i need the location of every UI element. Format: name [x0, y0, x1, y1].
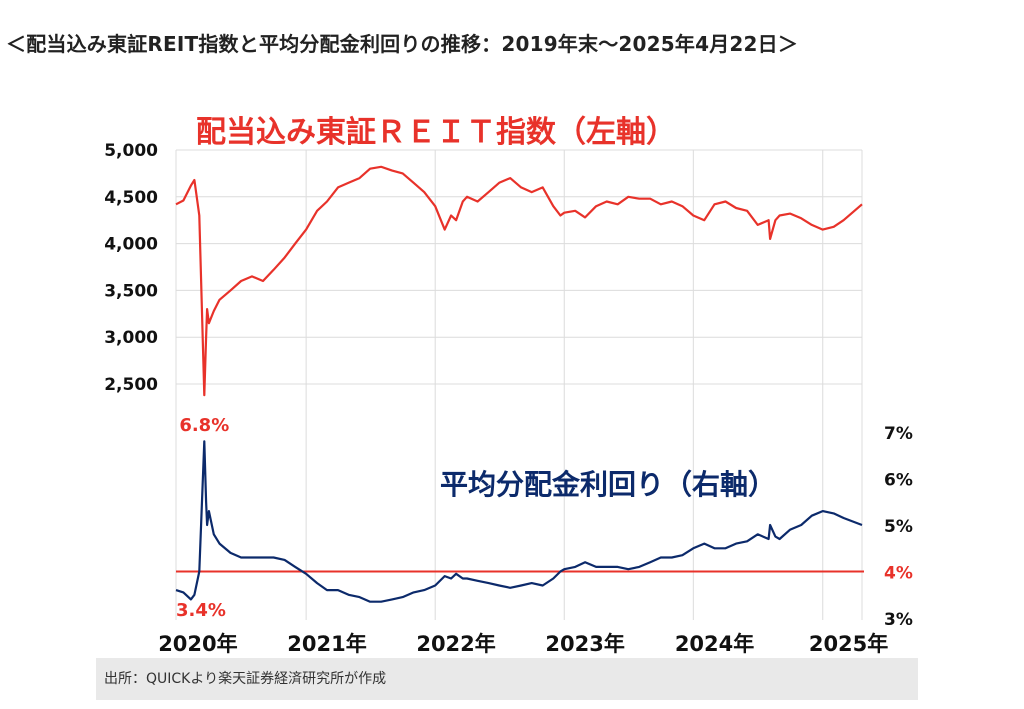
chart-grid: [175, 149, 863, 620]
source-note: 出所：QUICKより楽天証券経済研究所が作成: [96, 658, 918, 700]
right-axis-tick-label: 3%: [884, 610, 913, 630]
left-axis-tick-label: 3,000: [104, 328, 158, 348]
left-axis-tick-label: 3,500: [104, 281, 158, 301]
x-axis-tick-label: 2024年: [675, 632, 754, 656]
page-title: ＜配当込み東証REIT指数と平均分配金利回りの推移：2019年末〜2025年4月…: [6, 32, 799, 56]
x-axis-tick-label: 2025年: [809, 632, 888, 656]
label-group: 5,000 4,500 4,000 3,500 3,000 2,500 7% 6% 5% 4% 3%…: [104, 115, 913, 656]
series-line-yield: [175, 440, 863, 603]
series-line-reit-index: [175, 165, 863, 397]
yield-series-title: 平均分配金利回り（右軸）: [440, 468, 776, 501]
right-axis-tick-label: 5%: [884, 517, 913, 537]
annotation-start: 3.4%: [176, 600, 226, 621]
x-axis-tick-label: 2023年: [545, 632, 624, 656]
series-group: [175, 165, 863, 603]
right-axis-tick-label: 4%: [884, 564, 913, 584]
reit-series-title: 配当込み東証ＲＥＩＴ指数（左軸）: [196, 115, 676, 150]
right-axis-tick-label: 6%: [884, 471, 913, 491]
x-axis-tick-label: 2021年: [287, 632, 366, 656]
left-axis-tick-label: 4,500: [104, 188, 158, 208]
left-axis-tick-label: 2,500: [104, 375, 158, 395]
left-axis-tick-label: 5,000: [104, 141, 158, 161]
right-axis-tick-label: 7%: [884, 424, 913, 444]
left-axis-tick-label: 4,000: [104, 235, 158, 255]
x-axis-tick-label: 2022年: [416, 632, 495, 656]
x-axis-tick-label: 2020年: [158, 632, 237, 656]
annotation-peak: 6.8%: [179, 415, 229, 436]
